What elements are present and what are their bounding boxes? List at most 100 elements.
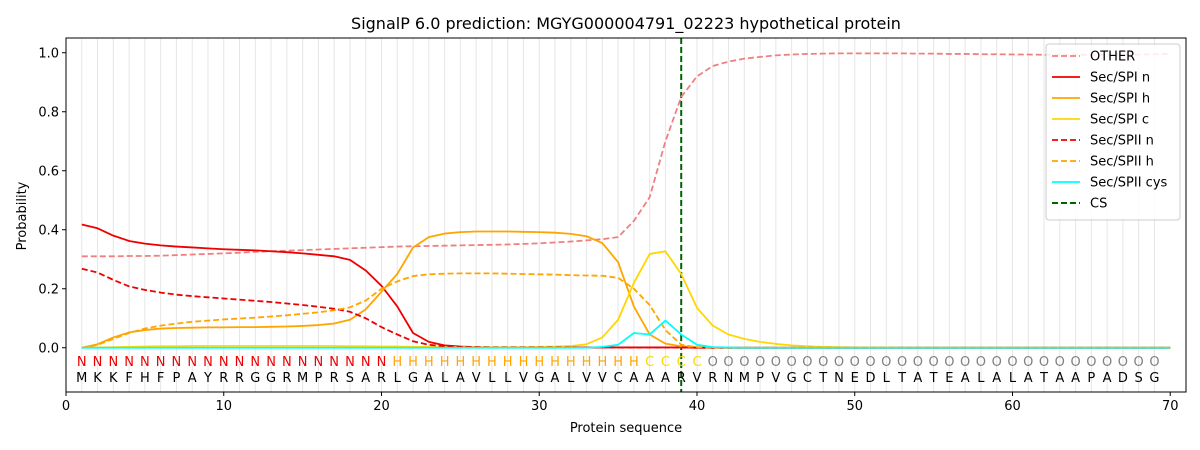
residue-letter: F	[125, 371, 132, 386]
region-label: O	[755, 355, 765, 370]
residue-letter: A	[629, 371, 638, 386]
region-label: H	[503, 355, 513, 370]
region-label: O	[1086, 355, 1096, 370]
residue-letter: A	[992, 371, 1001, 386]
residue-letter: V	[693, 371, 702, 386]
region-label: O	[1102, 355, 1112, 370]
region-label: H	[550, 355, 560, 370]
region-label: O	[1007, 355, 1017, 370]
region-label: O	[771, 355, 781, 370]
residue-letter: A	[913, 371, 922, 386]
region-label: O	[1023, 355, 1033, 370]
x-axis: 0 10 20 30 40 50 60 70	[62, 392, 1179, 414]
x-tick-label: 40	[689, 399, 706, 414]
region-label: O	[787, 355, 797, 370]
residue-letter: M	[297, 371, 308, 386]
region-label: O	[1039, 355, 1049, 370]
residue-letter: T	[929, 371, 938, 386]
residue-letter: L	[394, 371, 402, 386]
legend-entry: Sec/SPI n	[1090, 71, 1150, 86]
residue-letter: T	[1039, 371, 1048, 386]
residue-letter: G	[250, 371, 260, 386]
region-label: H	[597, 355, 607, 370]
residue-letter: Y	[203, 371, 212, 386]
series-line-other	[81, 52, 1171, 258]
region-label: N	[345, 355, 355, 370]
region-label: N	[298, 355, 308, 370]
legend-entry: Sec/SPI h	[1090, 92, 1150, 107]
residue-letter: L	[441, 371, 449, 386]
region-label: O	[913, 355, 923, 370]
region-label: O	[881, 355, 891, 370]
region-label: N	[329, 355, 339, 370]
residue-letter: T	[897, 371, 906, 386]
region-label: N	[187, 355, 197, 370]
series-line-sec-spii-n	[81, 267, 1171, 349]
residue-letter: V	[472, 371, 481, 386]
x-tick-label: 50	[846, 399, 863, 414]
region-label: O	[818, 355, 828, 370]
series-line-sec-spii-cys	[81, 319, 1171, 349]
x-tick-label: 0	[62, 399, 70, 414]
region-label: H	[534, 355, 544, 370]
residue-letter: T	[818, 371, 827, 386]
region-label: O	[1070, 355, 1080, 370]
region-label: O	[865, 355, 875, 370]
residue-letter: L	[488, 371, 496, 386]
residue-letter: C	[803, 371, 812, 386]
region-label: O	[928, 355, 938, 370]
residue-letter: A	[1071, 371, 1080, 386]
vertical-grid	[81, 38, 1155, 392]
residue-letter: M	[739, 371, 750, 386]
residue-letter: R	[282, 371, 291, 386]
region-label: N	[361, 355, 371, 370]
region-label: O	[944, 355, 954, 370]
region-label: N	[219, 355, 229, 370]
region-label: O	[723, 355, 733, 370]
residue-letter: L	[567, 371, 575, 386]
region-label: C	[661, 355, 670, 370]
region-label: H	[408, 355, 418, 370]
region-label: O	[1134, 355, 1144, 370]
residue-letter: V	[582, 371, 591, 386]
residue-letter: K	[93, 371, 102, 386]
series-line-sec-spi-h	[81, 230, 1171, 349]
region-label: H	[424, 355, 434, 370]
legend-entry: Sec/SPII h	[1090, 155, 1154, 170]
region-label: H	[440, 355, 450, 370]
region-label: N	[266, 355, 276, 370]
legend-entry: Sec/SPII n	[1090, 134, 1154, 149]
residue-letter: R	[377, 371, 386, 386]
legend: OTHER Sec/SPI n Sec/SPI h Sec/SPI c Sec/SPII…	[1045, 43, 1181, 221]
residue-letter: A	[961, 371, 970, 386]
residue-letter: F	[157, 371, 164, 386]
x-tick-label: 70	[1162, 399, 1179, 414]
residue-letter: S	[1135, 371, 1143, 386]
residue-letter: V	[598, 371, 607, 386]
residue-letter: A	[188, 371, 197, 386]
residue-letter: V	[519, 371, 528, 386]
residue-letter: M	[76, 371, 87, 386]
region-label: H	[566, 355, 576, 370]
region-label: N	[172, 355, 182, 370]
region-label: N	[282, 355, 292, 370]
region-label: C	[645, 355, 654, 370]
y-tick-label: 1.0	[38, 46, 59, 61]
y-tick-label: 0.8	[38, 105, 59, 120]
residue-letter: G	[534, 371, 544, 386]
region-label: H	[455, 355, 465, 370]
region-label: O	[976, 355, 986, 370]
region-label: O	[897, 355, 907, 370]
residue-letter: A	[1103, 371, 1112, 386]
y-axis-label: Probability	[15, 181, 30, 250]
region-label: O	[1149, 355, 1159, 370]
y-axis: 0.0 0.2 0.4 0.6 0.8 1.0	[38, 46, 66, 356]
residue-letter: L	[1009, 371, 1017, 386]
region-label: O	[960, 355, 970, 370]
region-label: N	[203, 355, 213, 370]
residue-letter: G	[408, 371, 418, 386]
y-tick-label: 0.2	[38, 282, 59, 297]
region-label: O	[834, 355, 844, 370]
residue-letter: V	[771, 371, 780, 386]
